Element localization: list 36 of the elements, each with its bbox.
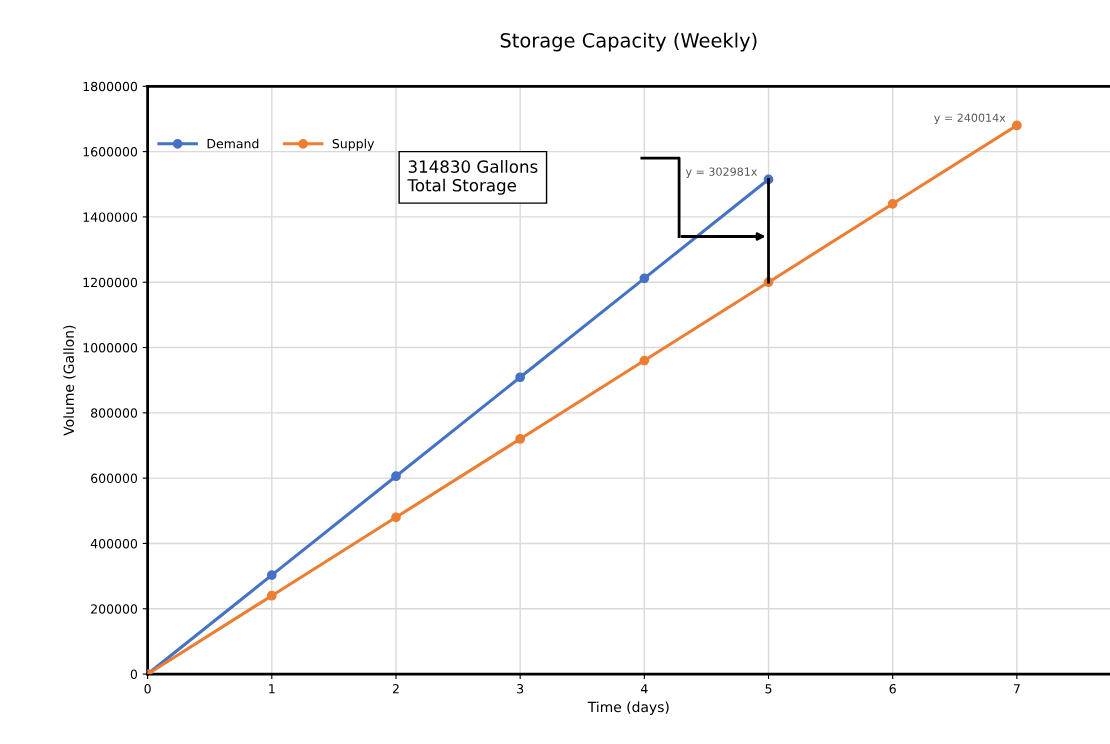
y-axis-title: Volume (Gallon) xyxy=(63,325,76,436)
x-axis-title: Time (days) xyxy=(587,701,669,715)
point xyxy=(887,198,898,209)
y-tick-label: 200000 xyxy=(91,604,138,614)
annotation: y = 302981x xyxy=(685,167,758,179)
point xyxy=(515,434,526,444)
legend-label: Supply xyxy=(332,138,375,151)
chart-title: Storage Capacity (Weekly) xyxy=(500,32,757,52)
point xyxy=(266,590,277,601)
x-tick-label: 4 xyxy=(640,684,648,694)
point xyxy=(391,512,401,523)
x-tick-label: 6 xyxy=(889,684,896,694)
point xyxy=(515,372,526,383)
y-tick-label: 400000 xyxy=(90,538,138,549)
annotation: y = 240014x xyxy=(934,113,1006,125)
point xyxy=(639,355,650,366)
y-tick-label: 1400000 xyxy=(83,212,138,222)
annotation: 314830 Gallons Total Storage xyxy=(407,160,538,195)
point xyxy=(391,471,401,482)
y-tick-label: 1800000 xyxy=(83,81,138,92)
x-tick-label: 0 xyxy=(144,684,151,694)
x-tick-label: 3 xyxy=(517,684,524,694)
y-tick-label: 1600000 xyxy=(83,147,138,157)
legend-label: Demand xyxy=(207,138,259,149)
point xyxy=(266,570,277,580)
point xyxy=(639,273,650,284)
x-tick-label: 7 xyxy=(1013,684,1020,694)
y-tick-label: 0 xyxy=(130,669,138,679)
x-tick-label: 2 xyxy=(392,684,399,694)
y-tick-label: 1000000 xyxy=(83,343,138,353)
y-tick-label: 600000 xyxy=(91,473,138,484)
x-tick-label: 1 xyxy=(269,684,275,694)
y-tick-label: 1200000 xyxy=(83,277,138,288)
y-tick-label: 800000 xyxy=(91,408,138,418)
point xyxy=(1012,120,1022,131)
x-tick-label: 5 xyxy=(765,684,772,694)
